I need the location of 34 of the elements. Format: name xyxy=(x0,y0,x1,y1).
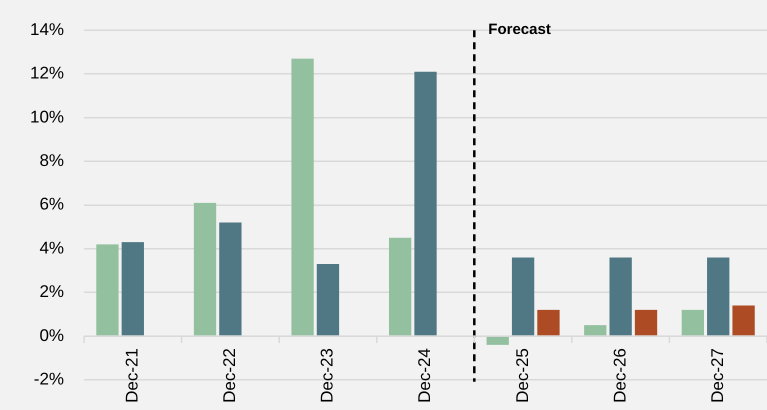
x-tick-label: Dec-23 xyxy=(318,348,337,403)
bar xyxy=(732,306,755,336)
bar xyxy=(707,257,730,336)
x-tick-label: Dec-22 xyxy=(220,348,240,403)
bar xyxy=(291,58,314,336)
x-tick-label: Dec-24 xyxy=(415,348,434,403)
y-tick-label: 4% xyxy=(39,238,64,258)
bar xyxy=(634,310,658,336)
y-tick-label: 0% xyxy=(39,326,64,345)
y-tick-label: 14% xyxy=(30,20,64,39)
y-tick-label: 10% xyxy=(30,107,64,126)
y-tick-label: 12% xyxy=(30,64,64,83)
bar xyxy=(414,72,437,336)
bar xyxy=(682,310,704,336)
bar xyxy=(537,310,560,336)
x-tick-label: Dec-27 xyxy=(708,348,727,403)
bar xyxy=(486,336,509,345)
bar xyxy=(512,257,534,336)
bar xyxy=(96,244,119,336)
bar xyxy=(584,325,606,336)
x-tick-label: Dec-25 xyxy=(512,348,532,403)
y-tick-label: 2% xyxy=(39,282,64,302)
ref-line-label: Forecast xyxy=(488,20,551,38)
bar xyxy=(122,242,144,336)
x-tick-label: Dec-26 xyxy=(610,348,630,403)
bar xyxy=(316,264,340,336)
bar xyxy=(388,238,412,336)
x-tick-label: Dec-21 xyxy=(122,348,142,403)
y-tick-label: -2% xyxy=(34,369,64,388)
bar xyxy=(609,257,632,336)
bar xyxy=(219,222,242,336)
y-tick-label: 8% xyxy=(39,150,64,170)
bar xyxy=(194,202,216,336)
y-tick-label: 6% xyxy=(39,194,64,214)
